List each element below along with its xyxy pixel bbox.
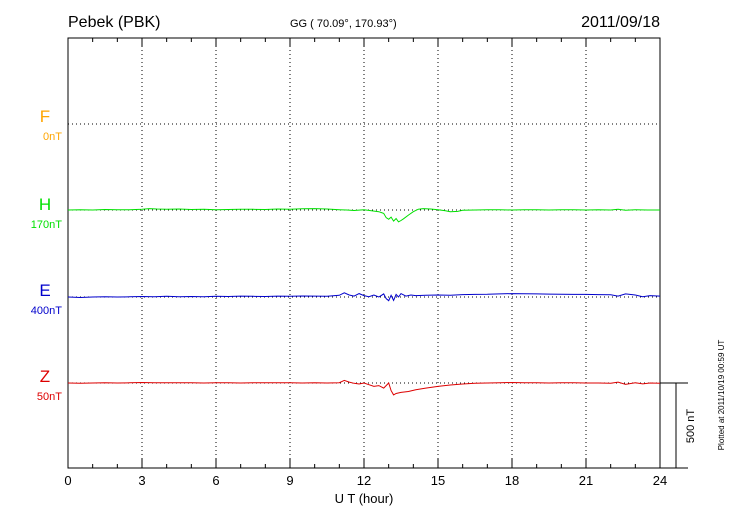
tick-label-18: 18 xyxy=(505,473,519,488)
grid-lines xyxy=(68,38,660,468)
tick-label-21: 21 xyxy=(579,473,593,488)
date-label: 2011/09/18 xyxy=(581,14,660,31)
coordinates-label: GG ( 70.09°, 170.93°) xyxy=(290,18,397,30)
scale-bar: 500 nT xyxy=(660,382,697,469)
tick-label-0: 0 xyxy=(64,473,71,488)
series-line-H xyxy=(67,208,660,223)
tick-label-3: 3 xyxy=(138,473,145,488)
scale-bar-label: 500 nT xyxy=(685,409,697,444)
tick-label-6: 6 xyxy=(212,473,219,488)
tick-label-9: 9 xyxy=(286,473,293,488)
series-name-Z: Z xyxy=(40,367,50,386)
tick-label-12: 12 xyxy=(357,473,371,488)
series-offset-E: 400nT xyxy=(31,305,62,317)
series-offset-H: 170nT xyxy=(31,219,62,231)
x-axis-tick-labels: 0 3 6 9 12 15 18 21 24 xyxy=(64,473,667,488)
series-offset-Z: 50nT xyxy=(37,391,62,403)
series-labels: F 0nT H 170nT E 400nT Z 50nT xyxy=(31,107,62,403)
series-line-Z xyxy=(67,379,661,396)
series-traces xyxy=(67,208,661,396)
tick-label-15: 15 xyxy=(431,473,445,488)
station-title: Pebek (PBK) xyxy=(68,14,160,31)
x-axis-ticks xyxy=(67,38,661,468)
series-line-E xyxy=(67,292,661,302)
x-axis-label: U T (hour) xyxy=(335,491,394,506)
series-name-F: F xyxy=(40,107,50,126)
series-name-H: H xyxy=(39,195,51,214)
tick-label-24: 24 xyxy=(653,473,667,488)
plotted-at-label: Plotted at 2011/10/19 00:59 UT xyxy=(717,340,726,451)
series-name-E: E xyxy=(39,281,50,300)
series-offset-F: 0nT xyxy=(43,131,62,143)
